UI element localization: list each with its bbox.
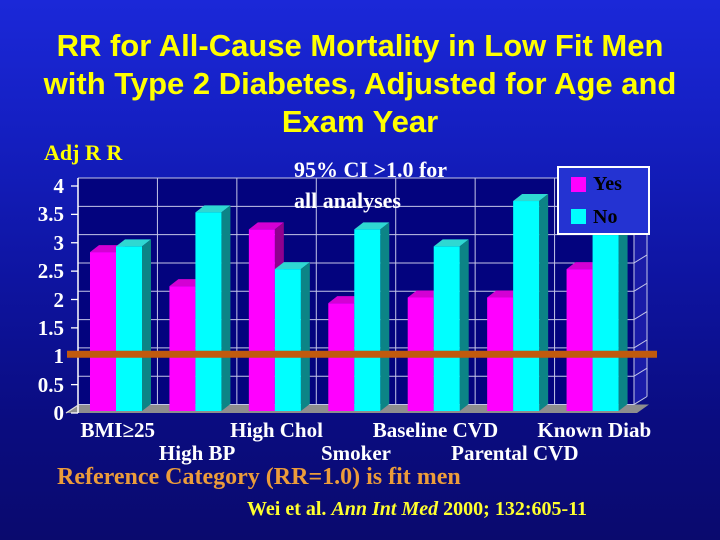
legend-label-yes: Yes [593, 173, 622, 196]
bar-side-No-3 [380, 222, 390, 411]
legend-swatch-no [571, 209, 586, 225]
bar-side-No-4 [459, 239, 469, 411]
title-line-2: with Type 2 Diabetes, Adjusted for Age a… [43, 66, 677, 101]
bar-top-No-5 [513, 194, 549, 202]
y-axis-tick-label: 4 [53, 174, 65, 198]
legend-swatch-yes [571, 176, 586, 192]
x-axis-label: Parental CVD [451, 441, 579, 465]
y-axis-tick-label: 1.5 [37, 315, 64, 340]
bar-No-Baseline CVD [433, 246, 460, 411]
y-axis-tick-label: 0 [53, 401, 65, 425]
h-gridline-side [633, 254, 648, 264]
citation-authors: Wei et al. [247, 498, 332, 520]
citation: Wei et al. Ann Int Med 2000; 132:605-11 [247, 498, 587, 521]
bar-Yes-Known Diab [566, 269, 593, 411]
y-axis-tick-label: 1 [53, 344, 65, 369]
bar-top-No-4 [433, 239, 469, 247]
bar-top-No-1 [195, 205, 231, 213]
h-gridline-side [633, 311, 648, 320]
y-axis-tick-label: 2.5 [37, 259, 64, 284]
h-gridline-side [633, 339, 648, 349]
bar-Yes-High Chol [248, 229, 275, 411]
chart-legend: Yes No [557, 166, 650, 235]
title-line-1: RR for All-Cause Mortality in Low Fit Me… [56, 28, 664, 63]
annotation-line-1: 95% CI >1.0 for [294, 157, 448, 182]
bar-No-Known Diab [592, 235, 619, 411]
x-axis-label: Smoker [321, 441, 391, 465]
x-axis-label: High Chol [230, 418, 323, 442]
y-axis-title: Adj R R [44, 140, 123, 165]
h-gridline-side [633, 282, 648, 292]
x-axis-label: BMI≥25 [80, 418, 155, 442]
y-axis-tick-label: 2 [53, 287, 65, 312]
bar-Yes-BMI≥25 [90, 252, 116, 411]
slide-title: RR for All-Cause Mortality in Low Fit Me… [0, 27, 720, 141]
bar-Yes-High BP [169, 286, 196, 411]
axis-floor-edge [65, 403, 80, 414]
bar-No-Parental CVD [513, 201, 540, 411]
reference-note: Reference Category (RR=1.0) is fit men [57, 464, 461, 490]
bar-side-No-2 [300, 262, 310, 411]
bar-side-No-6 [618, 228, 628, 411]
bar-side-No-0 [142, 239, 151, 411]
h-gridline-side [633, 367, 648, 377]
title-line-3: Exam Year [281, 104, 439, 139]
bar-top-Yes-2 [248, 222, 284, 230]
legend-label-no: No [593, 205, 618, 228]
x-axis-label: High BP [158, 441, 236, 465]
bar-top-No-2 [274, 262, 310, 270]
reference-line [67, 350, 657, 358]
bar-No-BMI≥25 [116, 246, 142, 411]
y-axis-tick-label: 0.5 [37, 372, 64, 397]
bar-side-No-1 [221, 205, 231, 411]
h-gridline-side [633, 396, 648, 405]
legend-item-yes: Yes [571, 174, 648, 194]
citation-volume: 2000; 132:605-11 [438, 498, 588, 520]
legend-item-no: No [571, 207, 648, 227]
x-axis-label: Baseline CVD [372, 418, 499, 442]
y-axis-tick-label: 3 [53, 230, 65, 255]
bar-No-High BP [195, 212, 222, 411]
chart-annotation: 95% CI >1.0 for all analyses [294, 154, 447, 216]
bar-No-Smoker [354, 229, 381, 411]
bar-top-No-3 [354, 222, 390, 230]
y-axis-tick-label: 3.5 [37, 202, 64, 227]
bar-top-No-0 [116, 239, 151, 247]
bar-side-No-5 [539, 194, 549, 411]
citation-journal: Ann Int Med [331, 498, 439, 520]
annotation-line-2: all analyses [294, 188, 401, 213]
bar-No-High Chol [274, 269, 301, 411]
x-axis-label: Known Diab [537, 418, 652, 442]
